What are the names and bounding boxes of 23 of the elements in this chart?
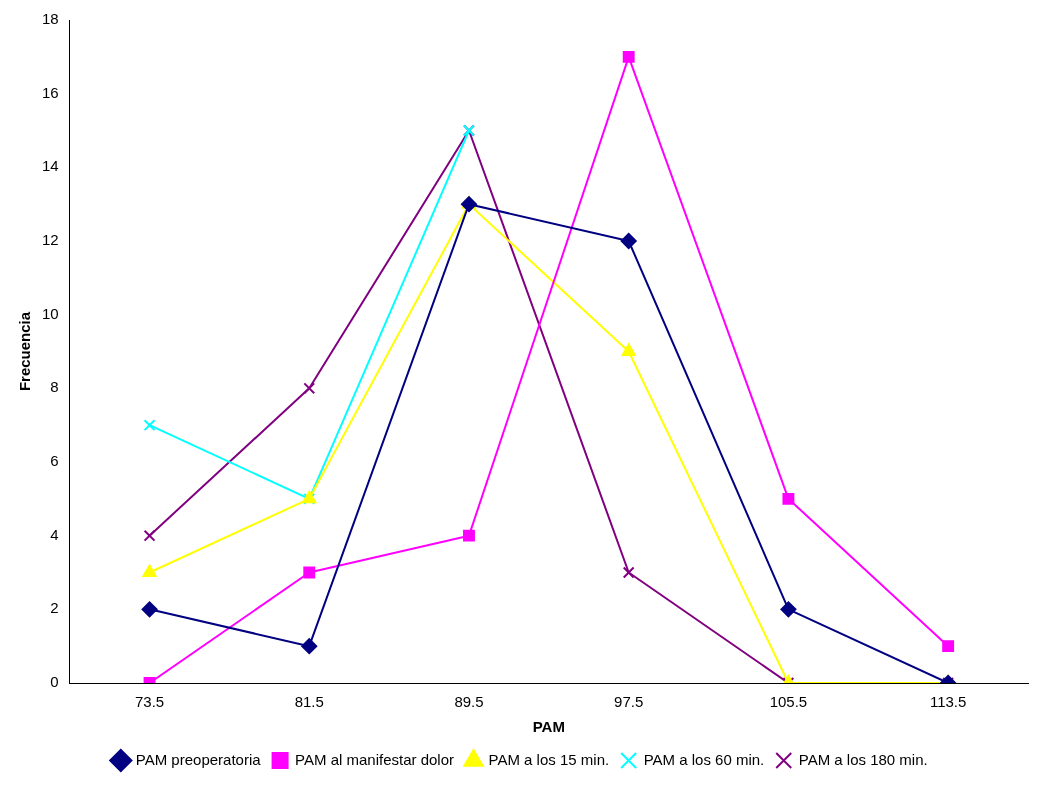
y-tick-label: 4 (50, 525, 59, 543)
y-tick-label: 6 (50, 452, 59, 470)
legend-label: PAM al manifestar dolor (295, 750, 455, 768)
y-axis-title: Frecuencia (16, 311, 34, 392)
y-tick-label: 8 (50, 378, 59, 396)
legend-label: PAM a los 180 min. (798, 750, 928, 768)
legend-label: PAM preoperatoria (135, 750, 262, 768)
y-tick-label: 18 (42, 10, 59, 28)
y-tick-label: 2 (50, 599, 59, 617)
x-tick-label: 89.5 (454, 693, 484, 711)
x-tick-label: 113.5 (929, 693, 967, 711)
x-axis-title: PAM (532, 718, 565, 736)
x-tick-label: 81.5 (294, 693, 324, 711)
y-tick-label: 14 (42, 157, 59, 175)
y-tick-label: 10 (42, 304, 59, 322)
x-tick-label: 73.5 (134, 693, 165, 711)
y-tick-label: 16 (42, 83, 59, 101)
y-tick-label: 0 (50, 673, 59, 691)
x-tick-label: 105.5 (769, 693, 808, 711)
y-tick-label: 12 (42, 231, 59, 249)
legend-label: PAM a los 60 min. (643, 750, 765, 768)
legend-label: PAM a los 15 min. (488, 750, 610, 768)
x-tick-label: 97.5 (614, 693, 644, 711)
